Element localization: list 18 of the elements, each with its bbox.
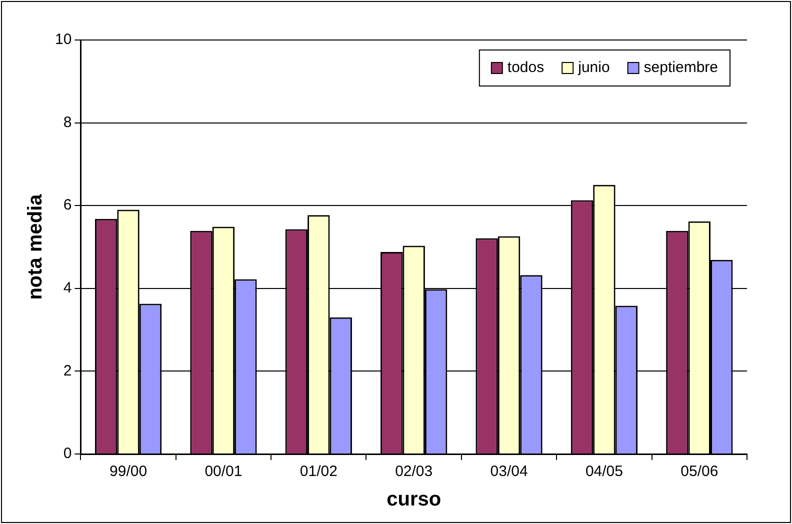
x-tick-label: 01/02 — [300, 463, 338, 480]
y-axis-title: nota media — [24, 193, 47, 300]
y-tick-label: 8 — [63, 114, 72, 131]
y-tick-label: 6 — [63, 196, 72, 214]
y-tick-label: 0 — [63, 445, 72, 462]
x-tick-label: 00/01 — [204, 463, 242, 480]
x-axis-title: curso — [386, 488, 442, 511]
legend-label: septiembre — [644, 59, 718, 76]
y-tick-label: 2 — [63, 362, 72, 380]
legend-label: todos — [507, 59, 544, 76]
x-tick-label: 99/00 — [110, 463, 148, 480]
y-tick-label: 4 — [63, 280, 72, 297]
x-tick-label: 05/06 — [680, 463, 718, 480]
x-tick-label: 04/05 — [585, 463, 623, 480]
x-tick-label: 03/04 — [490, 463, 528, 480]
y-tick-label: 10 — [54, 31, 72, 48]
x-tick-label: 02/03 — [395, 463, 433, 480]
legend-label: junio — [577, 59, 610, 76]
